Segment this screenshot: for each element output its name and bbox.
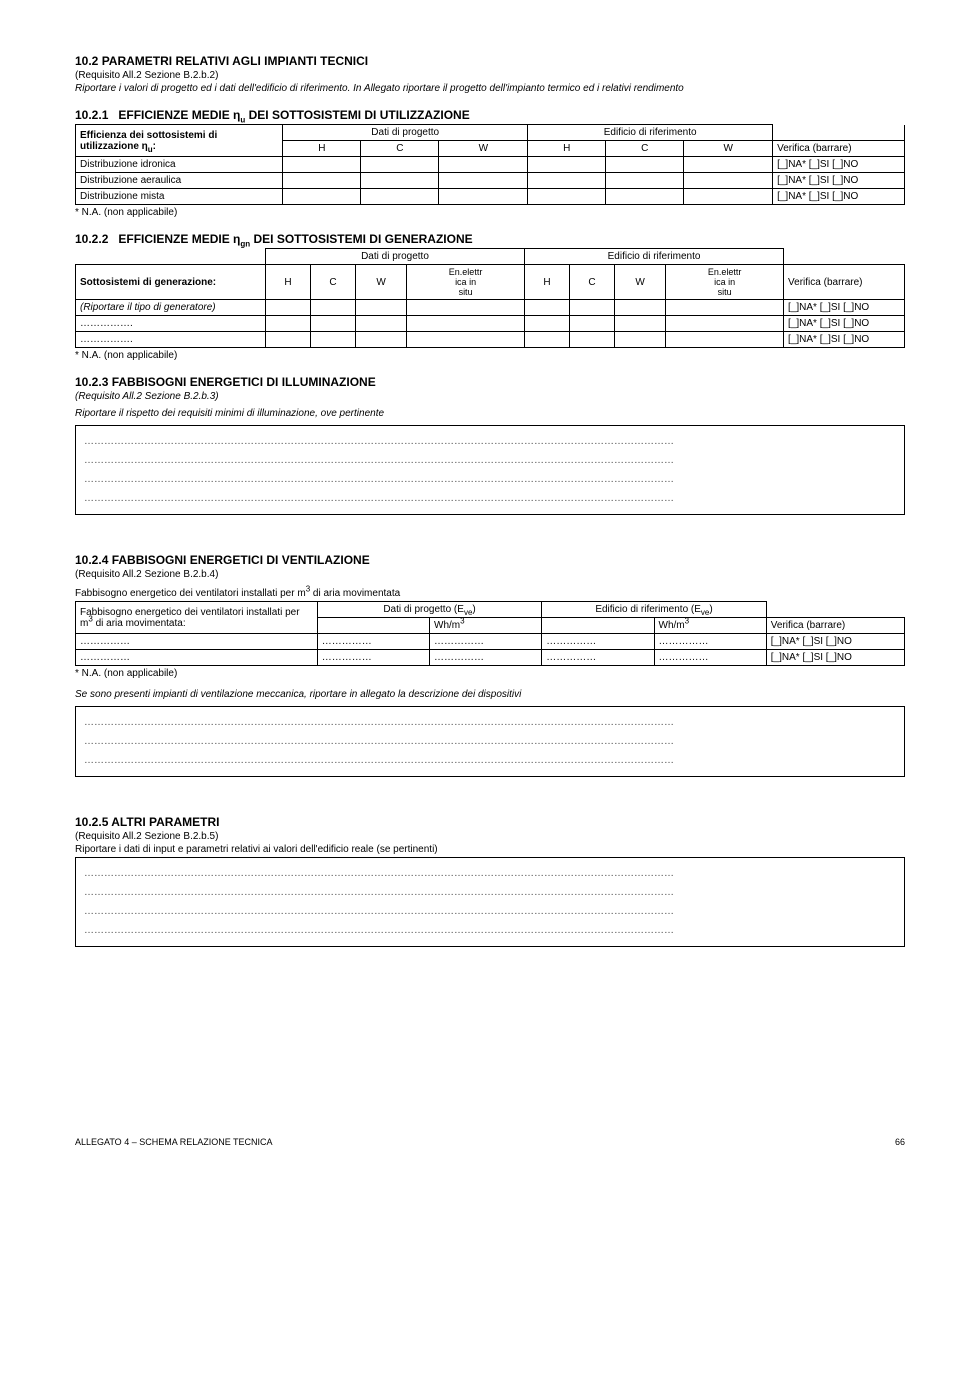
section-10-2-1-title: 10.2.1 EFFICIENZE MEDIE ηu DEI SOTTOSIST… <box>75 108 905 122</box>
verify-cell[interactable]: [_]NA* [_]SI [_]NO <box>773 173 905 189</box>
col-W: W <box>355 265 406 300</box>
col-edif: Edificio di riferimento (Eve) <box>542 602 767 618</box>
col-en2: En.elettrica insitu <box>666 265 784 300</box>
col-H2: H <box>525 265 570 300</box>
footer-left: ALLEGATO 4 – SCHEMA RELAZIONE TECNICA <box>75 1137 273 1147</box>
col-H: H <box>265 265 310 300</box>
row-gen3: ……………. <box>76 332 266 348</box>
col-H2: H <box>528 141 606 157</box>
col-wh2: Wh/m3 <box>654 618 766 634</box>
section-10-2-4-req: (Requisito All.2 Sezione B.2.b.4) <box>75 569 905 580</box>
col-dati: Dati di progetto <box>283 125 528 141</box>
table-ventilazione: Fabbisogno energetico dei ventilatori in… <box>75 601 905 666</box>
section-10-2-3-desc: Riportare il rispetto dei requisiti mini… <box>75 408 905 419</box>
row-dots: …………… <box>76 650 318 666</box>
col-W2: W <box>615 265 666 300</box>
col-en: En.elettrica insitu <box>407 265 525 300</box>
section-10-2-4-title: 10.2.4 FABBISOGNI ENERGETICI DI VENTILAZ… <box>75 553 905 567</box>
table-utilizzazione: Efficienza dei sottosistemi di utilizzaz… <box>75 124 905 205</box>
col-ver: Verifica (barrare) <box>773 141 905 157</box>
col-H: H <box>283 141 361 157</box>
col-wh1: Wh/m3 <box>430 618 542 634</box>
verify-cell[interactable]: [_]NA* [_]SI [_]NO <box>773 189 905 205</box>
table-generazione: Dati di progetto Edificio di riferimento… <box>75 248 905 348</box>
row-header: Efficienza dei sottosistemi di utilizzaz… <box>76 125 283 157</box>
col-C2: C <box>570 265 615 300</box>
section-10-2-5-desc: Riportare i dati di input e parametri re… <box>75 844 905 855</box>
note-na-2: * N.A. (non applicabile) <box>75 350 905 361</box>
col-dati: Dati di progetto (Eve) <box>317 602 542 618</box>
col-W2: W <box>684 141 773 157</box>
row-header: Fabbisogno energetico dei ventilatori in… <box>76 602 318 634</box>
blank <box>76 249 266 265</box>
section-10-2-3-title: 10.2.3 FABBISOGNI ENERGETICI DI ILLUMINA… <box>75 375 905 389</box>
freeform-box-3[interactable]: …………………………………………………………………………………………………………… <box>75 857 905 947</box>
vent-italic-desc: Se sono presenti impianti di ventilazion… <box>75 689 905 700</box>
freeform-box-2[interactable]: …………………………………………………………………………………………………………… <box>75 706 905 777</box>
blank <box>773 125 905 141</box>
row-aeraulica: Distribuzione aeraulica <box>76 173 283 189</box>
row-gen2: ……………. <box>76 316 266 332</box>
col-C2: C <box>606 141 684 157</box>
verify-cell[interactable]: [_]NA* [_]SI [_]NO <box>766 634 904 650</box>
col-C: C <box>310 265 355 300</box>
verify-cell[interactable]: [_]NA* [_]SI [_]NO <box>773 157 905 173</box>
verify-cell[interactable]: [_]NA* [_]SI [_]NO <box>784 316 905 332</box>
note-na-3: * N.A. (non applicabile) <box>75 668 905 679</box>
section-10-2-5-req: (Requisito All.2 Sezione B.2.b.5) <box>75 831 905 842</box>
verify-cell[interactable]: [_]NA* [_]SI [_]NO <box>766 650 904 666</box>
section-10-2-title: 10.2 PARAMETRI RELATIVI AGLI IMPIANTI TE… <box>75 54 905 68</box>
section-10-2-4-desc: Fabbisogno energetico dei ventilatori in… <box>75 588 905 599</box>
verify-cell[interactable]: [_]NA* [_]SI [_]NO <box>784 300 905 316</box>
col-ver: Verifica (barrare) <box>766 618 904 634</box>
footer-page: 66 <box>895 1137 905 1147</box>
col-edif: Edificio di riferimento <box>528 125 773 141</box>
col-C: C <box>361 141 439 157</box>
row-sott: Sottosistemi di generazione: <box>76 265 266 300</box>
row-dots: …………… <box>76 634 318 650</box>
row-idronica: Distribuzione idronica <box>76 157 283 173</box>
row-gen1: (Riportare il tipo di generatore) <box>76 300 266 316</box>
section-10-2-5-title: 10.2.5 ALTRI PARAMETRI <box>75 815 905 829</box>
blank <box>766 602 904 618</box>
note-na-1: * N.A. (non applicabile) <box>75 207 905 218</box>
section-10-2-3-req: (Requisito All.2 Sezione B.2.b.3) <box>75 391 905 402</box>
col-dati: Dati di progetto <box>265 249 524 265</box>
row-mista: Distribuzione mista <box>76 189 283 205</box>
blank <box>784 249 905 265</box>
col-W: W <box>439 141 528 157</box>
freeform-box-1[interactable]: …………………………………………………………………………………………………………… <box>75 425 905 515</box>
verify-cell[interactable]: [_]NA* [_]SI [_]NO <box>784 332 905 348</box>
section-10-2-2-title: 10.2.2 EFFICIENZE MEDIE ηgn DEI SOTTOSIS… <box>75 232 905 246</box>
section-10-2-req: (Requisito All.2 Sezione B.2.b.2) <box>75 70 905 81</box>
col-ver: Verifica (barrare) <box>784 265 905 300</box>
section-10-2-desc: Riportare i valori di progetto ed i dati… <box>75 83 905 94</box>
col-edif: Edificio di riferimento <box>525 249 784 265</box>
